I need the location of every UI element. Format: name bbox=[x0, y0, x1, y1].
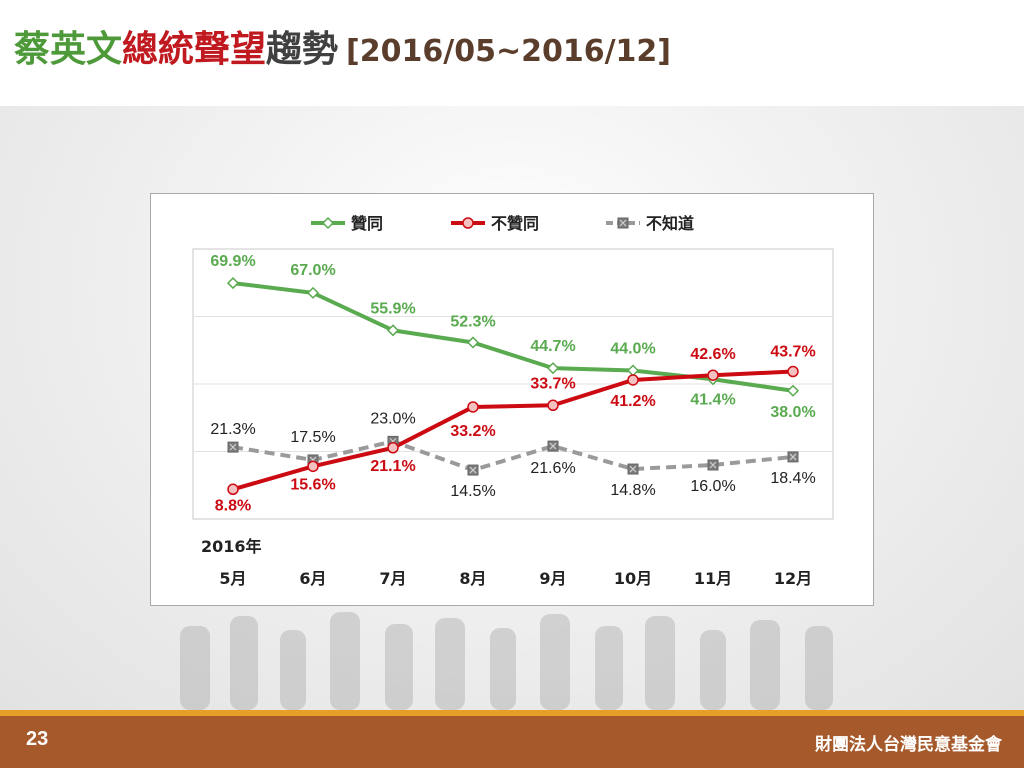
data-point-0-5 bbox=[626, 364, 640, 377]
data-label-0-0: 69.9% bbox=[210, 253, 255, 270]
data-label-0-1: 67.0% bbox=[290, 262, 335, 279]
data-point-0-2 bbox=[386, 324, 400, 337]
x-tick-label-4: 9月 bbox=[539, 569, 566, 588]
data-point-1-1 bbox=[307, 460, 319, 473]
data-point-0-0 bbox=[226, 277, 240, 290]
legend-marker-1 bbox=[462, 217, 474, 229]
data-point-0-4 bbox=[546, 362, 560, 375]
legend-marker-2-cross bbox=[619, 219, 627, 227]
organization-name: 財團法人台灣民意基金會 bbox=[815, 735, 1002, 755]
legend-marker-0 bbox=[321, 216, 335, 230]
data-label-2-1: 17.5% bbox=[290, 429, 335, 446]
data-label-2-4: 21.6% bbox=[530, 460, 575, 477]
legend-label-1: 不贊同 bbox=[491, 214, 539, 233]
data-label-1-5: 41.2% bbox=[610, 393, 655, 410]
legend-label-0: 贊同 bbox=[351, 214, 383, 233]
data-label-0-4: 44.7% bbox=[530, 338, 575, 355]
data-point-1-5 bbox=[627, 374, 639, 386]
data-point-0-3 bbox=[466, 336, 480, 349]
title-trend: 趨勢 bbox=[266, 29, 339, 70]
series-line-2 bbox=[232, 439, 794, 473]
crowd-silhouette-decoration bbox=[180, 612, 833, 710]
data-label-0-6: 41.4% bbox=[690, 391, 735, 408]
data-label-1-3: 33.2% bbox=[450, 423, 495, 440]
data-point-2-4-cross bbox=[549, 442, 557, 450]
title-subject: 總統聲望 bbox=[122, 29, 267, 70]
data-label-1-0: 8.8% bbox=[215, 497, 251, 514]
slide-title: 蔡英文總統聲望趨勢 [2016/05~2016/12] bbox=[14, 26, 671, 76]
data-label-0-2: 55.9% bbox=[370, 300, 415, 317]
x-tick-label-7: 12月 bbox=[774, 569, 812, 588]
data-label-0-7: 38.0% bbox=[770, 404, 815, 421]
data-point-2-5-cross bbox=[629, 465, 637, 473]
x-tick-label-5: 10月 bbox=[614, 569, 652, 588]
data-point-2-7-cross bbox=[789, 453, 797, 461]
title-bar: 蔡英文總統聲望趨勢 [2016/05~2016/12] bbox=[0, 0, 1024, 106]
data-label-0-3: 52.3% bbox=[450, 313, 495, 330]
x-tick-label-2: 7月 bbox=[379, 569, 406, 588]
chart-panel: 贊同 不贊同 不知道 69.9% 67.0% 55.9% 52.3% 44.7% 44.0% 41… bbox=[150, 193, 874, 606]
data-label-1-2: 21.1% bbox=[370, 458, 415, 475]
line-chart: 贊同 不贊同 不知道 69.9% 67.0% 55.9% 52.3% 44.7% 44.0% 41… bbox=[192, 214, 834, 588]
data-point-2-3-cross bbox=[469, 466, 477, 474]
data-point-1-7 bbox=[787, 365, 799, 378]
data-point-1-4 bbox=[547, 399, 559, 412]
data-point-0-7 bbox=[786, 384, 800, 397]
data-label-2-2: 23.0% bbox=[370, 410, 415, 427]
series-line-1 bbox=[232, 369, 794, 492]
x-tick-label-0: 5月 bbox=[219, 569, 246, 588]
data-label-2-5: 14.8% bbox=[610, 482, 655, 499]
data-label-1-6: 42.6% bbox=[690, 346, 735, 363]
data-label-1-1: 15.6% bbox=[290, 476, 335, 493]
data-label-2-0: 21.3% bbox=[210, 421, 255, 438]
footer-bar: 23 財團法人台灣民意基金會 bbox=[0, 716, 1024, 768]
legend-label-2: 不知道 bbox=[646, 214, 694, 233]
data-label-0-5: 44.0% bbox=[610, 341, 655, 358]
title-name: 蔡英文 bbox=[14, 29, 123, 70]
data-point-2-0-cross bbox=[229, 443, 237, 451]
title-date-range: [2016/05~2016/12] bbox=[346, 34, 672, 69]
x-axis-year-label: 2016年 bbox=[201, 537, 262, 556]
data-point-0-1 bbox=[306, 286, 320, 299]
data-point-1-6 bbox=[707, 369, 719, 381]
data-point-1-2 bbox=[387, 442, 399, 454]
data-point-2-6-cross bbox=[709, 461, 717, 469]
footer-stripe bbox=[0, 710, 1024, 716]
x-tick-label-3: 8月 bbox=[459, 569, 486, 588]
data-label-2-6: 16.0% bbox=[690, 478, 735, 495]
data-label-2-7: 18.4% bbox=[770, 470, 815, 487]
x-tick-label-1: 6月 bbox=[299, 569, 326, 588]
page-number: 23 bbox=[26, 728, 49, 750]
data-point-1-0 bbox=[227, 483, 239, 496]
x-tick-label-6: 11月 bbox=[694, 569, 732, 588]
data-point-1-3 bbox=[467, 401, 479, 413]
data-label-1-4: 33.7% bbox=[530, 375, 575, 392]
data-label-1-7: 43.7% bbox=[770, 344, 815, 361]
data-label-2-3: 14.5% bbox=[450, 483, 495, 500]
